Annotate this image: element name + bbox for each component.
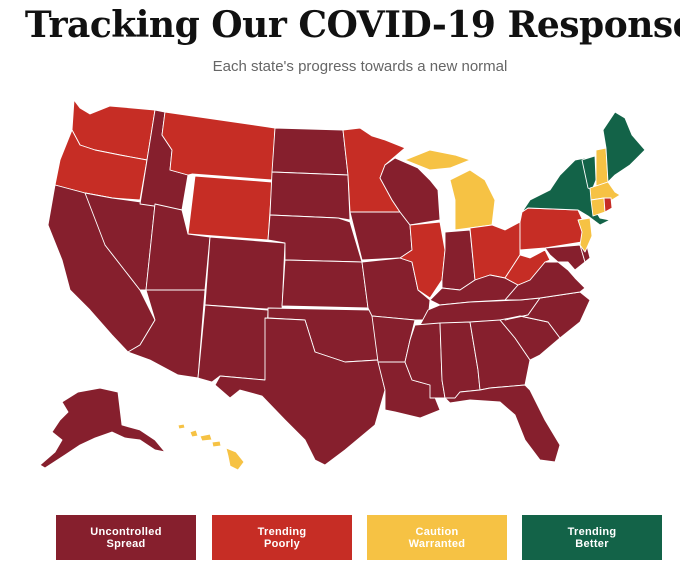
state-ME[interactable]	[602, 111, 646, 183]
state-NC[interactable]	[504, 291, 591, 339]
legend-label-line1: Trending	[567, 525, 617, 538]
state-SD[interactable]	[269, 171, 351, 221]
legend-label-line2: Warranted	[408, 537, 466, 550]
state-TX[interactable]	[214, 317, 386, 466]
state-WY[interactable]	[187, 175, 273, 241]
state-AK[interactable]	[39, 387, 166, 469]
page-subtitle: Each state's progress towards a new norm…	[212, 58, 508, 75]
us-states-map	[39, 99, 646, 471]
state-RI[interactable]	[603, 197, 613, 213]
state-MT[interactable]	[161, 111, 276, 181]
legend-label-line1: Trending	[257, 525, 307, 538]
legend-caution-warranted: Caution Warranted	[367, 515, 507, 560]
state-VT[interactable]	[581, 155, 597, 191]
legend-label-line2: Poorly	[263, 537, 301, 550]
state-AZ[interactable]	[127, 289, 206, 379]
legend-label-line2: Spread	[106, 537, 146, 550]
legend-uncontrolled-spread: Uncontrolled Spread	[56, 515, 196, 560]
legend-label-line1: Uncontrolled	[90, 525, 162, 538]
state-WI[interactable]	[379, 157, 441, 226]
page-title: Tracking Our COVID-19 Response	[24, 4, 680, 46]
state-OR[interactable]	[54, 129, 148, 201]
legend-trending-poorly: Trending Poorly	[212, 515, 352, 560]
state-CO[interactable]	[204, 236, 286, 311]
legend-trending-better: Trending Better	[522, 515, 662, 560]
legend-label-line2: Better	[575, 537, 609, 550]
state-IL[interactable]	[399, 221, 446, 299]
state-WV[interactable]	[504, 249, 551, 286]
legend-label-line1: Caution	[415, 525, 459, 538]
state-NM[interactable]	[197, 304, 269, 383]
state-HI[interactable]	[177, 423, 245, 471]
state-FL[interactable]	[444, 384, 561, 463]
state-IN[interactable]	[441, 229, 476, 291]
state-PA[interactable]	[519, 207, 586, 251]
state-KS[interactable]	[281, 259, 369, 309]
state-ND[interactable]	[271, 127, 349, 176]
state-CT[interactable]	[590, 197, 606, 217]
